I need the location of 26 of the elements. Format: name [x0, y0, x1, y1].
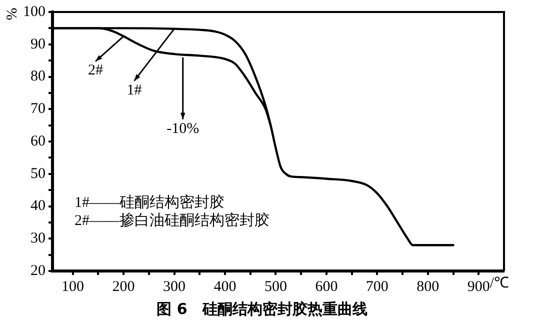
y-tick-label: 30	[30, 230, 46, 247]
y-tick-label: 100	[23, 4, 46, 20]
y-tick-label: 80	[30, 68, 46, 85]
x-tick-label: 600	[315, 278, 338, 295]
legend-label: 2#	[88, 62, 104, 79]
annotation: 1#——硅酮结构密封胶	[74, 194, 224, 211]
annotation: 2#——掺白油硅酮结构密封胶	[74, 212, 270, 229]
x-tick-label: 100	[62, 278, 84, 295]
x-axis-title: /℃	[490, 275, 510, 292]
x-tick-label: 900	[467, 278, 490, 295]
y-tick-label: 60	[30, 133, 46, 150]
y-axis-title: %	[4, 8, 20, 20]
y-tick-label: 40	[30, 198, 46, 214]
y-tick-label: 70	[30, 101, 46, 118]
legend-label: 1#	[126, 82, 142, 98]
x-tick-label: 700	[366, 278, 388, 295]
text: 图 6 硅酮结构密封胶热重曲线	[156, 300, 368, 318]
y-tick-label: 90	[30, 36, 46, 52]
x-tick-label: 300	[163, 278, 186, 295]
x-tick-label: 400	[214, 278, 236, 295]
y-tick-label: 50	[30, 166, 46, 182]
x-tick-label: 200	[112, 278, 135, 295]
x-tick-label: 500	[264, 278, 287, 295]
annotation: -10%	[166, 120, 200, 137]
y-tick-label: 20	[30, 262, 46, 279]
x-tick-label: 800	[416, 278, 440, 295]
